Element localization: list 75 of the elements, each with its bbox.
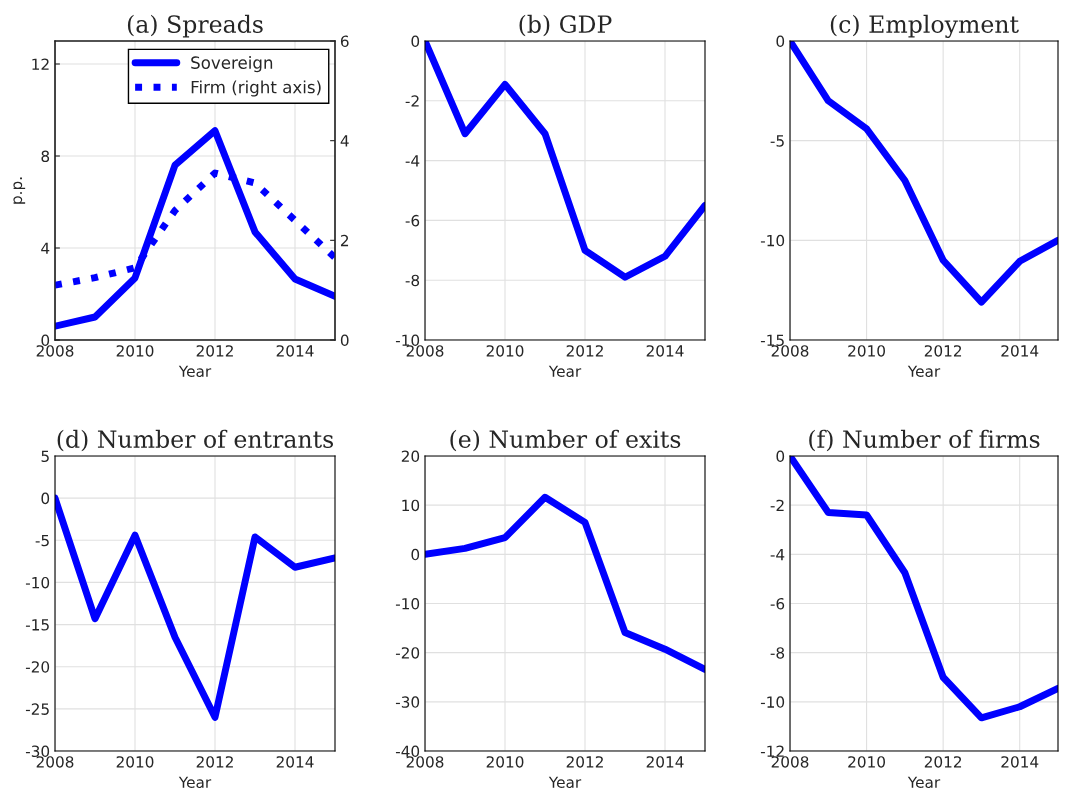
y2-tick-label: 0 bbox=[340, 334, 349, 347]
y-tick-label: -6 bbox=[405, 214, 420, 227]
y-tick-label: 4 bbox=[41, 242, 50, 254]
x-tick-label: 2012 bbox=[196, 345, 233, 357]
y-tick-label: 0 bbox=[41, 492, 50, 505]
x-tick-label: 2012 bbox=[924, 756, 962, 768]
chart-title: (e) Number of exits bbox=[450, 429, 681, 452]
x-tick-label: 2014 bbox=[276, 756, 314, 768]
x-tick-label: 2008 bbox=[771, 345, 809, 357]
y-tick-label: 0 bbox=[776, 450, 785, 463]
y-tick-label: 10 bbox=[402, 499, 420, 512]
y-axis-title: p.p. bbox=[13, 177, 26, 204]
y-tick-label: -30 bbox=[395, 696, 420, 708]
y-tick-label: 8 bbox=[41, 150, 50, 163]
y-tick-label: -2 bbox=[770, 499, 784, 511]
y-tick-label: -5 bbox=[35, 534, 49, 547]
y-tick-label: -10 bbox=[760, 234, 785, 247]
y-tick-label: -8 bbox=[770, 647, 785, 659]
chart-title: (b) GDP bbox=[519, 14, 612, 37]
y-tick-label: 12 bbox=[32, 58, 49, 70]
x-tick-label: 2014 bbox=[276, 345, 314, 357]
y-tick-label: -5 bbox=[770, 135, 784, 147]
y-tick-label: -20 bbox=[25, 661, 50, 673]
y-tick-label: 0 bbox=[411, 35, 420, 48]
x-axis-title: Year bbox=[548, 365, 582, 378]
y-tick-label: -20 bbox=[395, 647, 420, 659]
chart-title: (c) Employment bbox=[830, 14, 1019, 38]
y-tick-label: -12 bbox=[760, 745, 784, 757]
y-tick-label: 0 bbox=[776, 35, 785, 48]
x-tick-label: 2010 bbox=[116, 756, 154, 768]
y-tick-label: -8 bbox=[405, 274, 420, 287]
x-axis-title: Year bbox=[907, 776, 941, 789]
legend-label: Sovereign bbox=[191, 56, 273, 73]
y-tick-label: -10 bbox=[760, 696, 785, 708]
y-tick-label: -2 bbox=[405, 95, 419, 107]
chart-title: (f) Number of firms bbox=[809, 429, 1040, 452]
x-tick-label: 2014 bbox=[646, 345, 684, 357]
x-tick-label: 2008 bbox=[36, 345, 74, 357]
y-tick-label: -25 bbox=[25, 703, 49, 715]
x-tick-label: 2012 bbox=[924, 345, 962, 357]
x-tick-label: 2008 bbox=[406, 345, 444, 357]
x-axis-title: Year bbox=[178, 365, 212, 378]
y-tick-label: -10 bbox=[395, 597, 420, 610]
x-tick-label: 2010 bbox=[486, 345, 524, 357]
x-tick-label: 2008 bbox=[36, 756, 74, 768]
y2-tick-label: 4 bbox=[340, 135, 349, 147]
y-tick-label: -4 bbox=[770, 549, 785, 561]
y-tick-label: 0 bbox=[411, 548, 420, 561]
x-tick-label: 2014 bbox=[1001, 756, 1039, 768]
x-tick-label: 2014 bbox=[646, 756, 684, 768]
x-axis-title: Year bbox=[548, 776, 582, 789]
x-tick-label: 2008 bbox=[406, 756, 444, 768]
x-tick-label: 2014 bbox=[1001, 345, 1039, 357]
y-tick-label: -15 bbox=[760, 334, 784, 347]
x-tick-label: 2012 bbox=[566, 345, 603, 357]
x-tick-label: 2012 bbox=[566, 756, 603, 768]
y-tick-label: 5 bbox=[41, 450, 49, 463]
legend-label: Firm (right axis) bbox=[191, 80, 321, 97]
x-tick-label: 2012 bbox=[196, 756, 233, 768]
chart-title: (a) Spreads bbox=[127, 14, 263, 38]
x-tick-label: 2008 bbox=[771, 756, 809, 768]
y-tick-label: -10 bbox=[25, 576, 50, 589]
x-tick-label: 2010 bbox=[848, 345, 885, 357]
x-axis-title: Year bbox=[907, 365, 941, 378]
x-tick-label: 2010 bbox=[116, 345, 154, 357]
y2-tick-label: 6 bbox=[340, 35, 349, 48]
y-tick-label: 20 bbox=[401, 450, 420, 463]
x-tick-label: 2010 bbox=[486, 756, 524, 768]
y2-tick-label: 2 bbox=[340, 234, 349, 247]
chart-title: (d) Number of entrants bbox=[57, 429, 334, 452]
x-tick-label: 2010 bbox=[848, 756, 885, 768]
y-tick-label: -15 bbox=[25, 619, 49, 631]
y-tick-label: -6 bbox=[770, 597, 785, 610]
y-tick-label: -4 bbox=[405, 155, 420, 167]
x-axis-title: Year bbox=[178, 776, 212, 789]
